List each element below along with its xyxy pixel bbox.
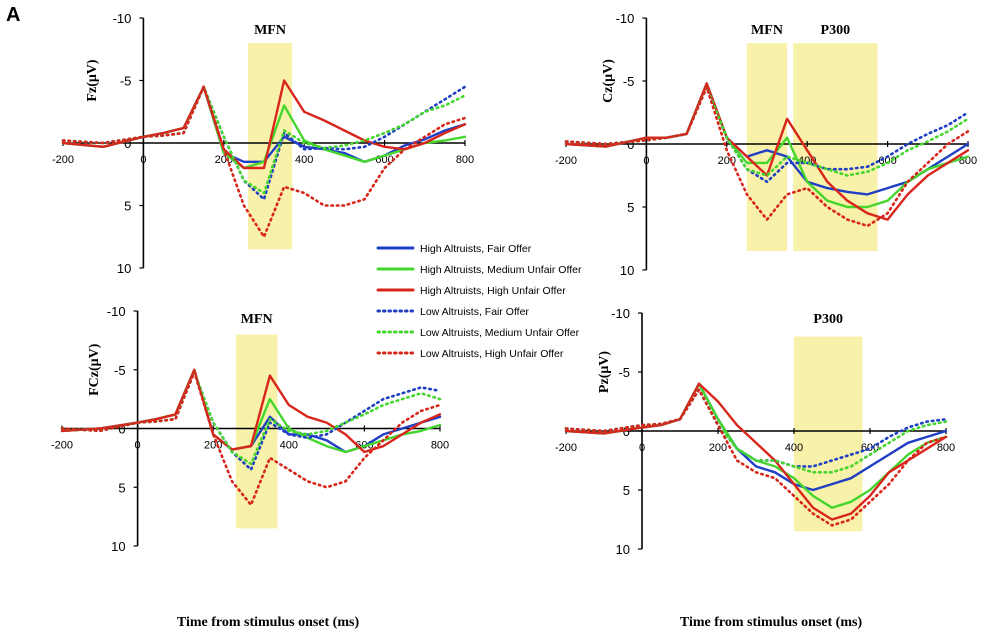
x-tick-label: 0 — [639, 442, 645, 454]
x-tick-label: 400 — [280, 440, 298, 452]
series-line — [564, 382, 948, 521]
component-label: P300 — [821, 23, 851, 38]
x-tick-label: 800 — [431, 440, 449, 452]
y-tick-label: 5 — [627, 200, 634, 215]
y-tick-label: 10 — [111, 539, 125, 554]
x-tick-label: 0 — [643, 155, 649, 167]
y-tick-label: 5 — [118, 480, 125, 495]
y-tick-label: -10 — [113, 11, 132, 26]
y-tick-label: 0 — [118, 422, 125, 437]
x-tick-label: 200 — [709, 442, 727, 454]
x-tick-label: 800 — [937, 442, 955, 454]
y-tick-label: 0 — [623, 424, 630, 439]
component-label: P300 — [813, 312, 843, 327]
series-line — [564, 86, 970, 228]
y-tick-label: -5 — [114, 363, 126, 378]
x-tick-label: -200 — [555, 155, 577, 167]
y-tick-label: -5 — [623, 74, 635, 89]
legend: High Altruists, Fair Offer High Altruists… — [376, 243, 582, 360]
series-line — [61, 85, 467, 239]
x-tick-label: -200 — [51, 440, 73, 452]
legend-item-label: High Altruists, High Unfair Offer — [420, 285, 566, 297]
x-tick-label: 0 — [140, 154, 146, 166]
component-label: MFN — [241, 312, 273, 327]
x-axis-label-left: Time from stimulus onset (ms) — [177, 615, 360, 630]
y-axis-label: Cz(μV) — [601, 59, 616, 103]
component-label: MFN — [254, 23, 286, 38]
y-tick-label: 5 — [124, 199, 131, 214]
series-line — [60, 370, 442, 507]
y-tick-label: -10 — [107, 304, 126, 319]
x-tick-label: 400 — [785, 442, 803, 454]
y-tick-label: 10 — [117, 261, 131, 276]
legend-item-label: Low Altruists, Fair Offer — [420, 306, 529, 318]
y-tick-label: -10 — [611, 306, 630, 321]
y-axis-label: FCz(μV) — [87, 343, 102, 396]
series-line — [564, 388, 948, 527]
x-tick-label: -200 — [555, 442, 577, 454]
legend-item-label: High Altruists, Fair Offer — [420, 243, 532, 255]
x-tick-label: 0 — [135, 440, 141, 452]
x-axis-label-right: Time from stimulus onset (ms) — [680, 615, 863, 630]
legend-item-label: Low Altruists, Medium Unfair Offer — [420, 327, 580, 339]
y-axis-label: Pz(μV) — [597, 351, 612, 393]
component-window — [793, 43, 878, 252]
figure-panel-label: A — [6, 4, 21, 26]
y-tick-label: -10 — [616, 11, 635, 26]
series-line — [60, 368, 442, 454]
y-tick-label: -5 — [618, 365, 630, 380]
x-tick-label: 400 — [295, 154, 313, 166]
y-tick-label: -5 — [120, 74, 132, 89]
y-tick-label: 0 — [627, 137, 634, 152]
x-tick-label: 800 — [456, 154, 474, 166]
x-tick-label: -200 — [52, 154, 74, 166]
component-label: MFN — [751, 23, 783, 38]
y-tick-label: 10 — [620, 263, 634, 278]
legend-item-label: Low Altruists, High Unfair Offer — [420, 348, 564, 360]
y-tick-label: 10 — [616, 542, 630, 557]
x-tick-label: 200 — [204, 440, 222, 452]
y-tick-label: 5 — [623, 483, 630, 498]
y-axis-label: Fz(μV) — [85, 59, 100, 101]
y-tick-label: 0 — [124, 136, 131, 151]
legend-item-label: High Altruists, Medium Unfair Offer — [420, 264, 582, 276]
